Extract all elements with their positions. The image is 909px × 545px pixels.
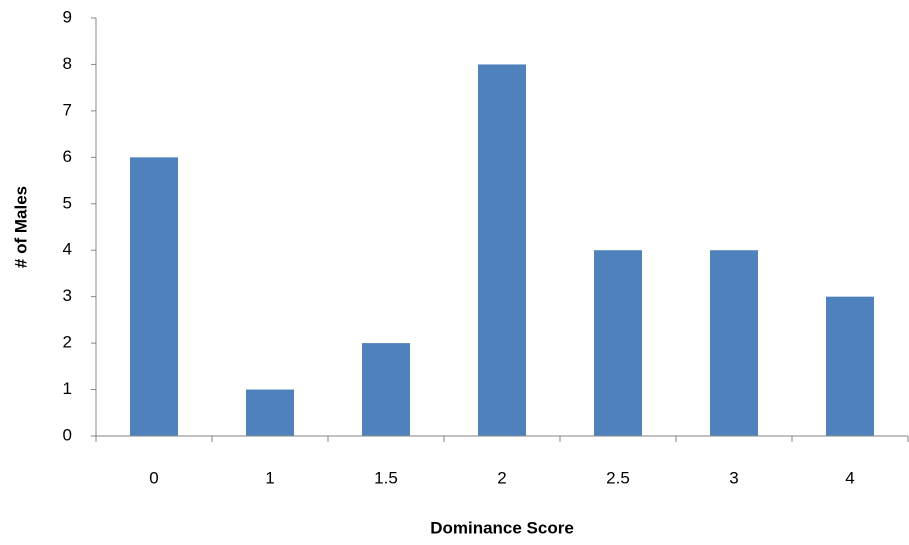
bar	[826, 296, 874, 436]
bar	[710, 250, 758, 436]
x-tick-label: 2	[497, 468, 506, 487]
x-tick-label: 1	[265, 468, 274, 487]
bar	[362, 343, 410, 436]
x-tick-label: 4	[845, 468, 854, 487]
x-tick-label: 3	[729, 468, 738, 487]
y-tick-label: 3	[63, 286, 72, 305]
y-tick-label: 1	[63, 379, 72, 398]
y-tick-label: 4	[63, 240, 72, 259]
x-tick-label: 0	[149, 468, 158, 487]
y-tick-label: 0	[63, 425, 72, 444]
bar	[478, 64, 526, 436]
y-tick-label: 6	[63, 147, 72, 166]
bar	[246, 389, 294, 436]
y-tick-label: 2	[63, 333, 72, 352]
y-tick-label: 5	[63, 193, 72, 212]
y-tick-label: 7	[63, 100, 72, 119]
y-tick-label: 9	[63, 7, 72, 26]
bar	[130, 157, 178, 437]
x-tick-label: 2.5	[606, 468, 630, 487]
y-tick-label: 8	[63, 54, 72, 73]
x-tick-label: 1.5	[374, 468, 398, 487]
bar	[594, 250, 642, 436]
x-axis-title: Dominance Score	[430, 518, 574, 537]
y-axis-title: # of Males	[11, 186, 30, 268]
